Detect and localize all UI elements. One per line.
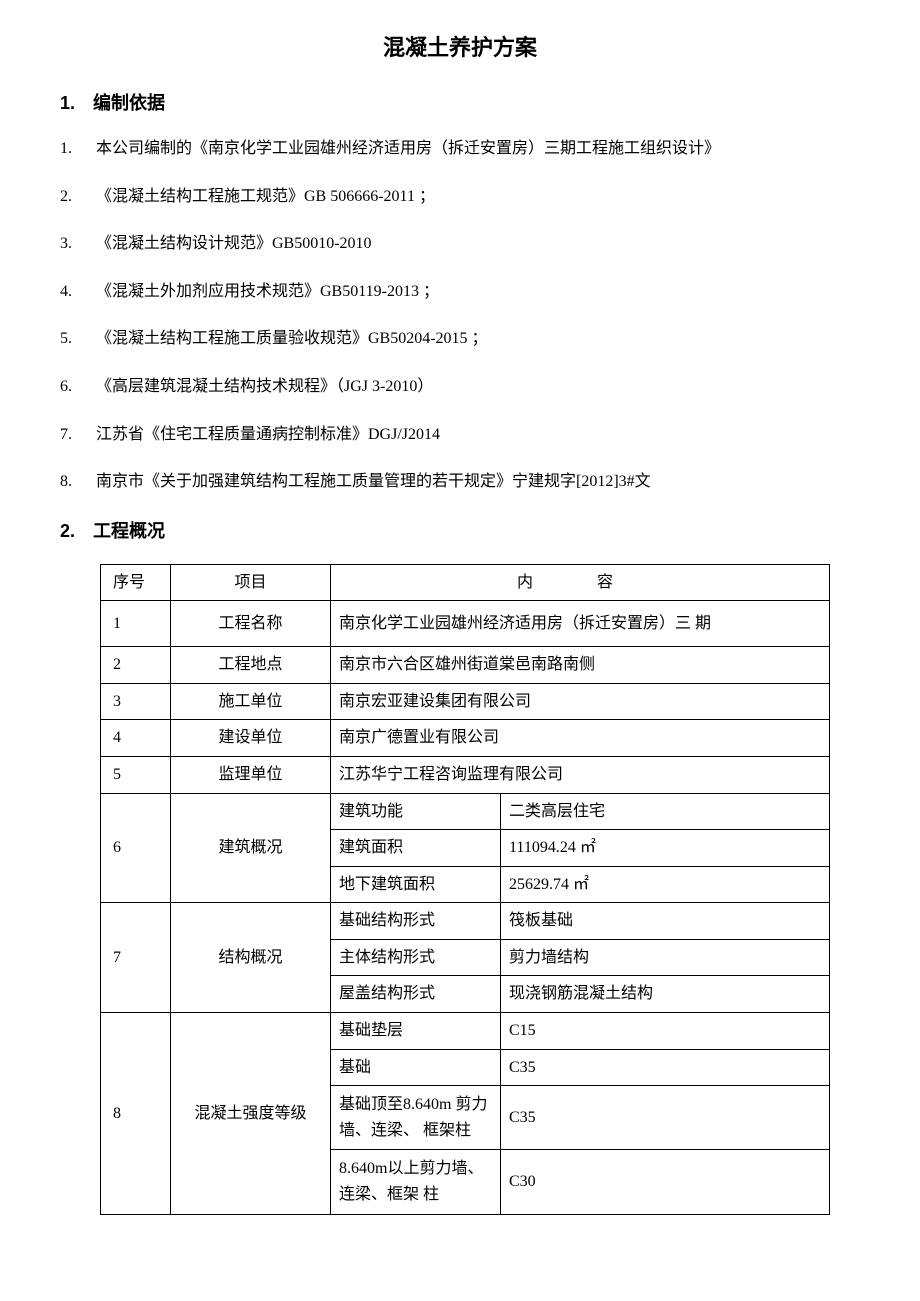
cell-seq: 4 bbox=[101, 720, 171, 757]
table-row: 8 混凝土强度等级 基础垫层 C15 bbox=[101, 1013, 830, 1050]
table-row: 6 建筑概况 建筑功能 二类高层住宅 bbox=[101, 793, 830, 830]
section-2-text: 工程概况 bbox=[93, 521, 165, 541]
cell-sub-value: 111094.24 ㎡ bbox=[501, 830, 830, 867]
header-seq: 序号 bbox=[101, 564, 171, 601]
cell-item: 混凝土强度等级 bbox=[171, 1013, 331, 1215]
table-row: 7 结构概况 基础结构形式 筏板基础 bbox=[101, 903, 830, 940]
list-text: 《混凝土结构设计规范》GB50010-2010 bbox=[96, 231, 860, 257]
list-item: 7. 江苏省《住宅工程质量通病控制标准》DGJ/J2014 bbox=[60, 422, 860, 448]
list-text: 《高层建筑混凝土结构技术规程》（JGJ 3-2010） bbox=[96, 374, 860, 400]
cell-sub-label: 8.640m以上剪力墙、连梁、框架 柱 bbox=[331, 1150, 501, 1214]
list-item: 6. 《高层建筑混凝土结构技术规程》（JGJ 3-2010） bbox=[60, 374, 860, 400]
cell-item: 结构概况 bbox=[171, 903, 331, 1013]
cell-sub-label: 基础顶至8.640m 剪力墙、连梁、 框架柱 bbox=[331, 1086, 501, 1150]
cell-sub-value: C15 bbox=[501, 1013, 830, 1050]
table-header-row: 序号 项目 内 容 bbox=[101, 564, 830, 601]
section-1-number: 1. bbox=[60, 89, 88, 118]
cell-sub-label: 基础 bbox=[331, 1049, 501, 1086]
cell-item: 建筑概况 bbox=[171, 793, 331, 903]
list-num: 8. bbox=[60, 469, 96, 495]
list-num: 6. bbox=[60, 374, 96, 400]
section-1-heading: 1. 编制依据 bbox=[60, 89, 860, 118]
cell-sub-value: C35 bbox=[501, 1049, 830, 1086]
cell-content: 江苏华宁工程咨询监理有限公司 bbox=[331, 756, 830, 793]
list-item: 4. 《混凝土外加剂应用技术规范》GB50119-2013 ； bbox=[60, 279, 860, 305]
cell-item: 监理单位 bbox=[171, 756, 331, 793]
list-text: 《混凝土结构工程施工质量验收规范》GB50204-2015 ； bbox=[96, 326, 860, 352]
list-num: 7. bbox=[60, 422, 96, 448]
list-item: 5. 《混凝土结构工程施工质量验收规范》GB50204-2015 ； bbox=[60, 326, 860, 352]
header-content: 内 容 bbox=[331, 564, 830, 601]
list-text: 本公司编制的《南京化学工业园雄州经济适用房（拆迁安置房）三期工程施工组织设计》 bbox=[96, 136, 860, 162]
list-item: 8. 南京市《关于加强建筑结构工程施工质量管理的若干规定》宁建规字[2012]3… bbox=[60, 469, 860, 495]
cell-sub-label: 建筑面积 bbox=[331, 830, 501, 867]
cell-sub-value: 现浇钢筋混凝土结构 bbox=[501, 976, 830, 1013]
list-item: 1. 本公司编制的《南京化学工业园雄州经济适用房（拆迁安置房）三期工程施工组织设… bbox=[60, 136, 860, 162]
cell-sub-value: 二类高层住宅 bbox=[501, 793, 830, 830]
cell-seq: 1 bbox=[101, 601, 171, 647]
cell-sub-value: C30 bbox=[501, 1150, 830, 1214]
header-item: 项目 bbox=[171, 564, 331, 601]
section-1-text: 编制依据 bbox=[93, 93, 165, 113]
table-row: 5 监理单位 江苏华宁工程咨询监理有限公司 bbox=[101, 756, 830, 793]
project-overview-table: 序号 项目 内 容 1 工程名称 南京化学工业园雄州经济适用房（拆迁安置房）三 … bbox=[100, 564, 860, 1215]
list-text: 南京市《关于加强建筑结构工程施工质量管理的若干规定》宁建规字[2012]3#文 bbox=[96, 469, 860, 495]
cell-item: 工程地点 bbox=[171, 647, 331, 684]
cell-sub-label: 建筑功能 bbox=[331, 793, 501, 830]
table-row: 1 工程名称 南京化学工业园雄州经济适用房（拆迁安置房）三 期 bbox=[101, 601, 830, 647]
cell-content: 南京市六合区雄州街道棠邑南路南侧 bbox=[331, 647, 830, 684]
list-num: 2. bbox=[60, 184, 96, 210]
list-num: 1. bbox=[60, 136, 96, 162]
cell-seq: 6 bbox=[101, 793, 171, 903]
table-row: 4 建设单位 南京广德置业有限公司 bbox=[101, 720, 830, 757]
document-title: 混凝土养护方案 bbox=[60, 30, 860, 65]
cell-sub-label: 屋盖结构形式 bbox=[331, 976, 501, 1013]
list-item: 2. 《混凝土结构工程施工规范》GB 506666-2011 ； bbox=[60, 184, 860, 210]
cell-sub-label: 基础结构形式 bbox=[331, 903, 501, 940]
cell-seq: 2 bbox=[101, 647, 171, 684]
cell-item: 施工单位 bbox=[171, 683, 331, 720]
cell-sub-value: 筏板基础 bbox=[501, 903, 830, 940]
cell-sub-value: 25629.74 ㎡ bbox=[501, 866, 830, 903]
cell-content: 南京广德置业有限公司 bbox=[331, 720, 830, 757]
cell-seq: 3 bbox=[101, 683, 171, 720]
cell-sub-value: C35 bbox=[501, 1086, 830, 1150]
cell-seq: 7 bbox=[101, 903, 171, 1013]
list-num: 5. bbox=[60, 326, 96, 352]
cell-item: 建设单位 bbox=[171, 720, 331, 757]
cell-sub-label: 地下建筑面积 bbox=[331, 866, 501, 903]
table-row: 3 施工单位 南京宏亚建设集团有限公司 bbox=[101, 683, 830, 720]
list-text: 江苏省《住宅工程质量通病控制标准》DGJ/J2014 bbox=[96, 422, 860, 448]
list-text: 《混凝土结构工程施工规范》GB 506666-2011 ； bbox=[96, 184, 860, 210]
cell-sub-label: 主体结构形式 bbox=[331, 939, 501, 976]
cell-sub-value: 剪力墙结构 bbox=[501, 939, 830, 976]
list-num: 3. bbox=[60, 231, 96, 257]
cell-content: 南京化学工业园雄州经济适用房（拆迁安置房）三 期 bbox=[331, 601, 830, 647]
cell-seq: 5 bbox=[101, 756, 171, 793]
cell-sub-label: 基础垫层 bbox=[331, 1013, 501, 1050]
section-2-number: 2. bbox=[60, 517, 88, 546]
list-item: 3. 《混凝土结构设计规范》GB50010-2010 bbox=[60, 231, 860, 257]
cell-content: 南京宏亚建设集团有限公司 bbox=[331, 683, 830, 720]
table-row: 2 工程地点 南京市六合区雄州街道棠邑南路南侧 bbox=[101, 647, 830, 684]
section-2-heading: 2. 工程概况 bbox=[60, 517, 860, 546]
list-text: 《混凝土外加剂应用技术规范》GB50119-2013 ； bbox=[96, 279, 860, 305]
cell-item: 工程名称 bbox=[171, 601, 331, 647]
cell-seq: 8 bbox=[101, 1013, 171, 1215]
list-num: 4. bbox=[60, 279, 96, 305]
